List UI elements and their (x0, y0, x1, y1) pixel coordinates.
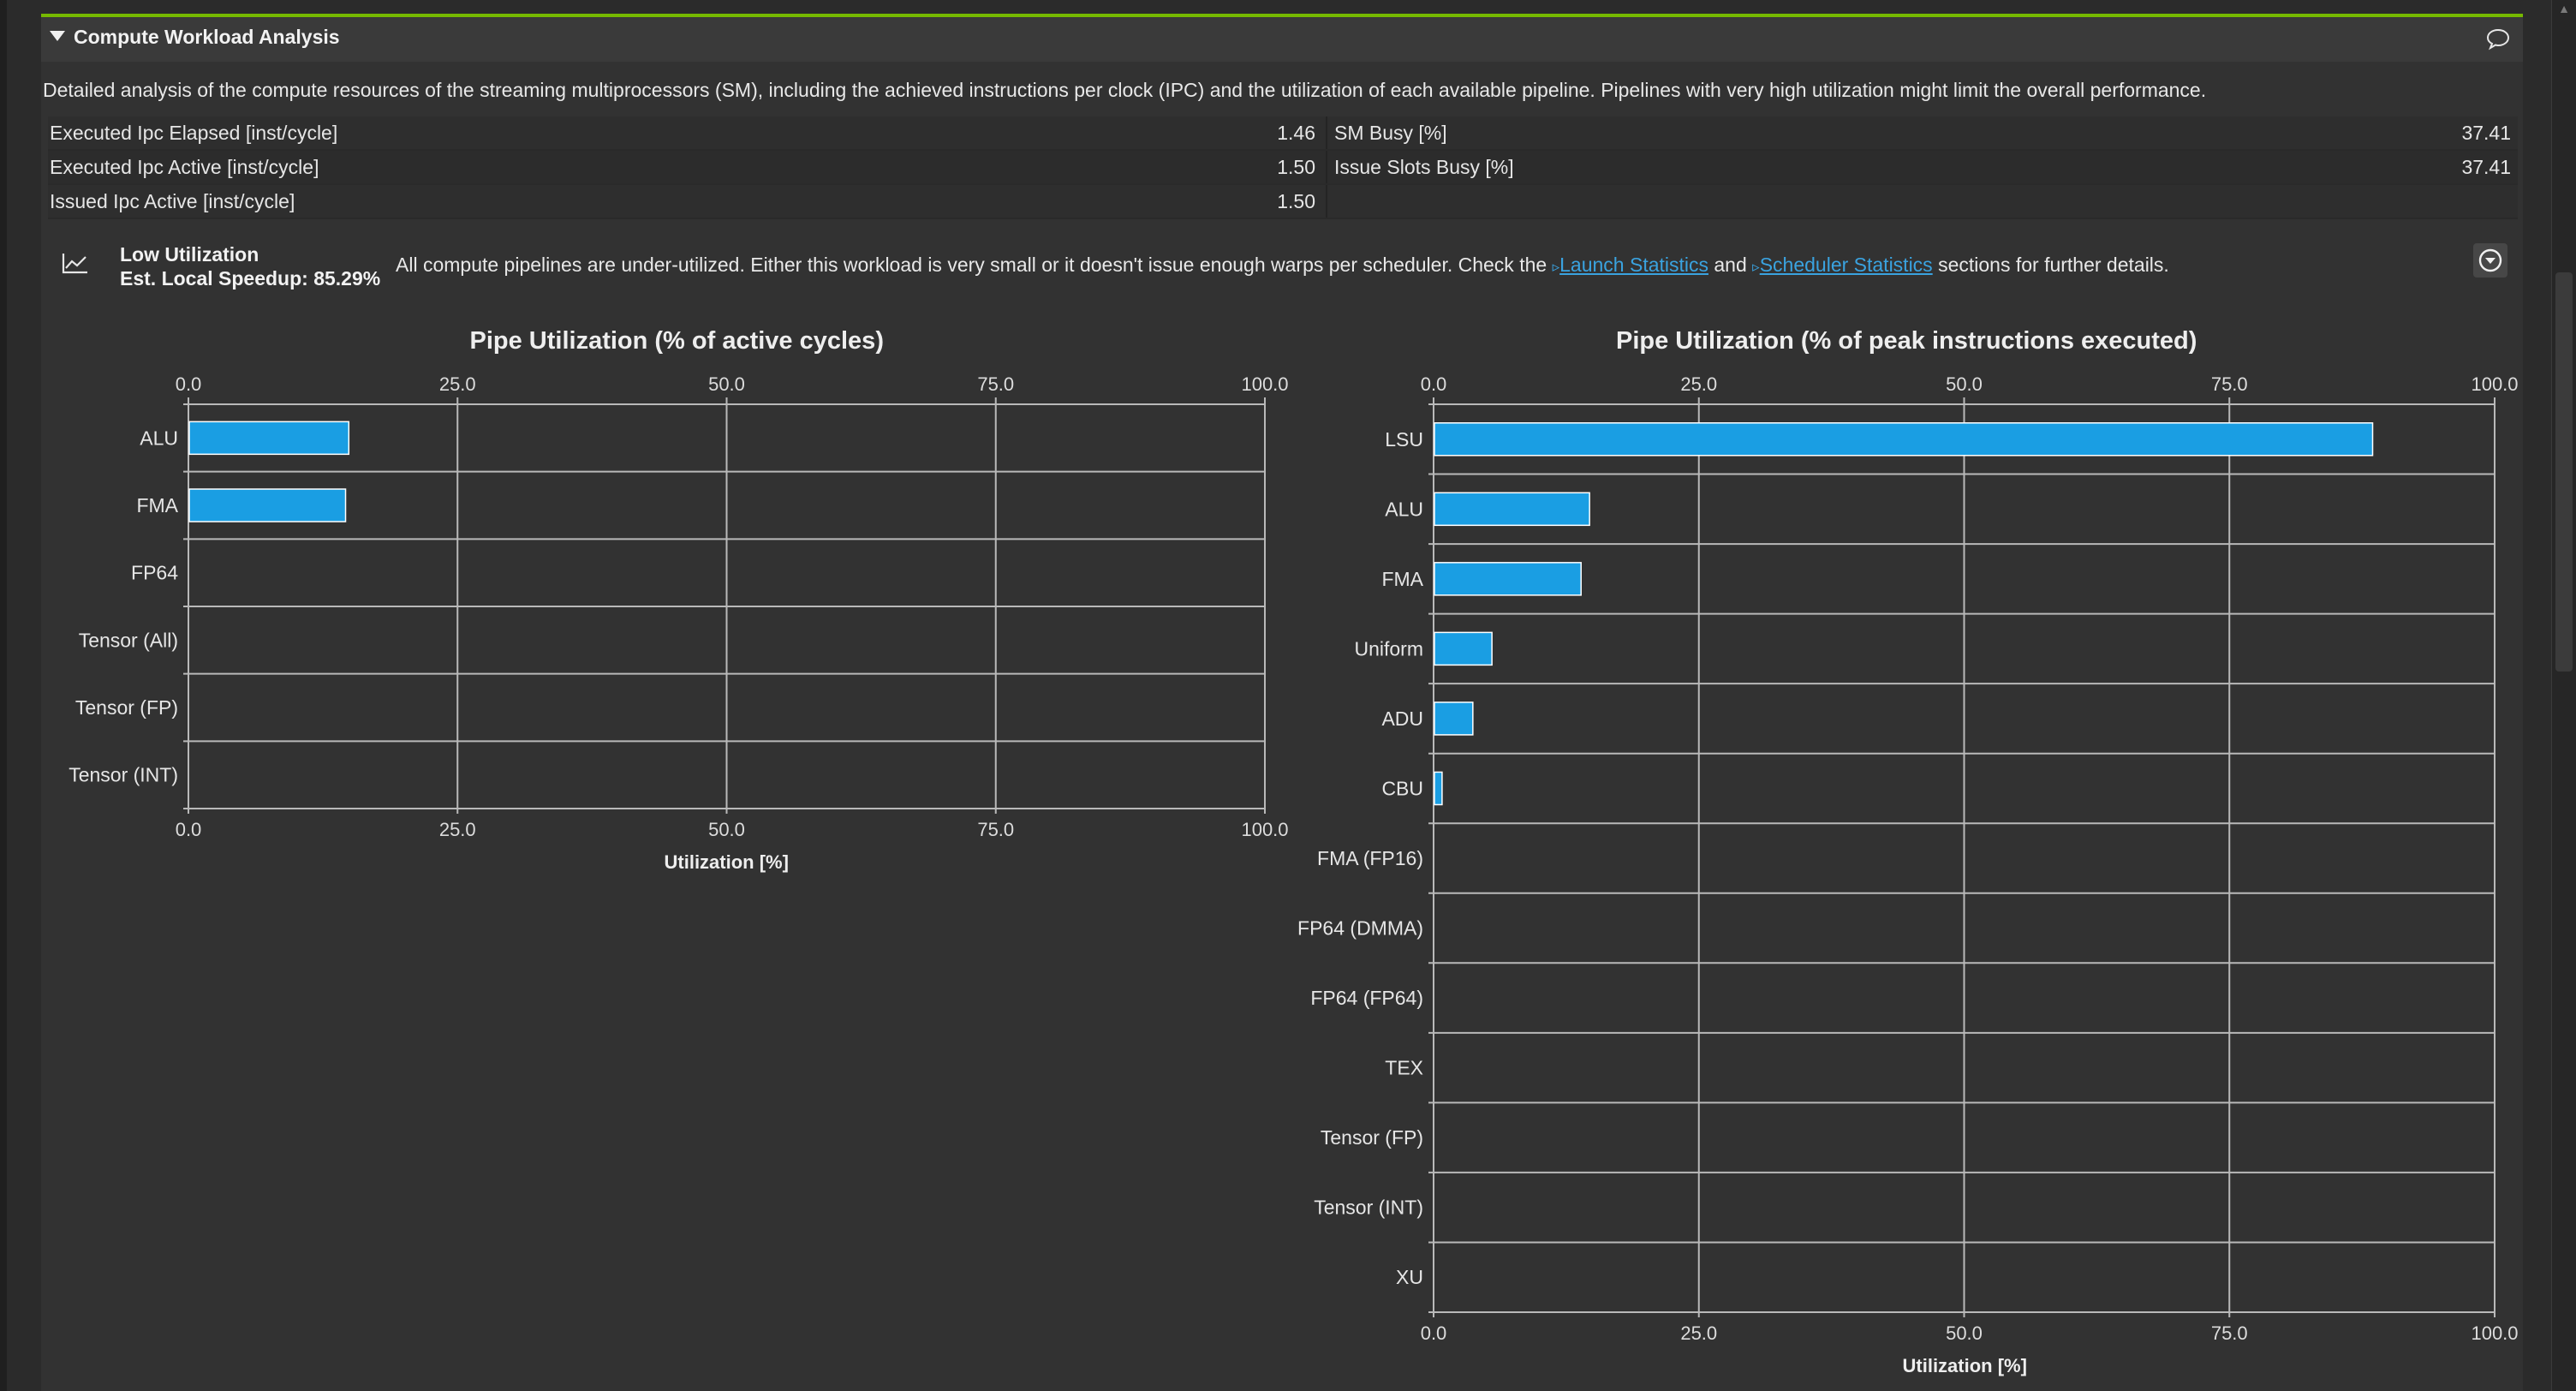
category-label: FMA (136, 494, 178, 516)
tick-label-bottom: 50.0 (708, 819, 745, 840)
tick-label-bottom: 75.0 (2211, 1322, 2248, 1344)
category-label: Tensor (INT) (1314, 1197, 1423, 1219)
x-axis-title: Utilization [%] (1902, 1355, 2027, 1376)
tick-label-top: 50.0 (708, 373, 745, 395)
tick-label-top: 100.0 (2471, 373, 2518, 395)
category-label: Tensor (INT) (69, 764, 178, 786)
metric-label: Executed Ipc Elapsed [inst/cycle] (50, 122, 338, 144)
tick-label-top: 25.0 (439, 373, 476, 395)
tick-label-bottom: 75.0 (977, 819, 1014, 840)
link-arrow-icon: ▹ (1552, 259, 1560, 275)
collapse-arrow-icon[interactable] (50, 31, 65, 41)
rule-name: Low Utilization (120, 243, 259, 266)
chart-title: Pipe Utilization (% of active cycles) (469, 327, 884, 355)
bar (1434, 701, 1474, 736)
tick-label-bottom: 100.0 (1241, 819, 1288, 840)
metric-row: Executed Ipc Elapsed [inst/cycle] 1.46 S… (48, 116, 2518, 151)
category-label: ALU (140, 427, 178, 449)
line-chart-icon (62, 254, 87, 274)
metric-value: 37.41 (2461, 156, 2511, 178)
metric-label: Issued Ipc Active [inst/cycle] (50, 190, 295, 212)
tick-label-bottom: 25.0 (1680, 1322, 1717, 1344)
bar (188, 488, 347, 522)
expand-rule-button[interactable] (2473, 243, 2507, 278)
bar (1434, 492, 1590, 527)
compute-workload-analysis-section: Compute Workload Analysis Detailed analy… (41, 14, 2523, 1391)
category-label: FP64 (FP64) (1310, 987, 1423, 1009)
tick-label-top: 25.0 (1680, 373, 1717, 395)
tick-label-bottom: 25.0 (439, 819, 476, 840)
section-description: Detailed analysis of the compute resourc… (43, 79, 2207, 101)
tick-label-bottom: 50.0 (1946, 1322, 1983, 1344)
metric-label: Executed Ipc Active [inst/cycle] (50, 156, 319, 178)
bar (188, 421, 350, 456)
category-label: ADU (1381, 707, 1423, 730)
rule-message-text: and (1708, 254, 1753, 276)
metrics-table: Executed Ipc Elapsed [inst/cycle] 1.46 S… (48, 116, 2518, 219)
metric-value: 1.46 (1277, 122, 1315, 144)
metric-value: 1.50 (1277, 156, 1315, 178)
metric-label: Issue Slots Busy [%] (1334, 156, 1514, 178)
bar (1434, 631, 1493, 666)
category-label: LSU (1385, 428, 1423, 451)
launch-statistics-link[interactable]: Launch Statistics (1559, 254, 1708, 276)
bar (1434, 422, 2374, 457)
metric-value: 1.50 (1277, 190, 1315, 212)
scrollbar-thumb[interactable] (2555, 272, 2573, 672)
rule-speedup: Est. Local Speedup: 85.29% (120, 267, 381, 290)
tick-label-top: 75.0 (2211, 373, 2248, 395)
rule-low-utilization: Low Utilization Est. Local Speedup: 85.2… (48, 212, 2518, 291)
left-edge-panel (0, 0, 7, 1391)
category-label: Tensor (FP) (75, 696, 178, 719)
bar (1434, 771, 1443, 806)
category-label: FP64 (DMMA) (1297, 917, 1423, 940)
comment-icon[interactable] (2485, 26, 2511, 51)
x-axis-title: Utilization [%] (664, 851, 789, 873)
metric-label: SM Busy [%] (1334, 122, 1447, 144)
metric-value: 37.41 (2461, 122, 2511, 144)
section-title[interactable]: Compute Workload Analysis (74, 26, 340, 48)
vertical-scrollbar[interactable]: ▲ (2551, 0, 2576, 1391)
link-arrow-icon: ▹ (1752, 259, 1760, 275)
category-label: FP64 (131, 562, 178, 584)
tick-label-bottom: 0.0 (176, 819, 202, 840)
category-label: FMA (1381, 568, 1423, 590)
tick-label-top: 75.0 (977, 373, 1014, 395)
section-header[interactable]: Compute Workload Analysis (41, 14, 2523, 62)
category-label: ALU (1385, 498, 1423, 520)
category-label: FMA (FP16) (1317, 847, 1423, 869)
category-label: TEX (1385, 1057, 1423, 1079)
rule-message: All compute pipelines are under-utilized… (396, 254, 2169, 277)
category-label: XU (1396, 1266, 1423, 1288)
tick-label-top: 100.0 (1241, 373, 1288, 395)
rule-message-text: All compute pipelines are under-utilized… (396, 254, 1553, 276)
tick-label-bottom: 100.0 (2471, 1322, 2518, 1344)
tick-label-bottom: 0.0 (1421, 1322, 1447, 1344)
rule-message-text: sections for further details. (1932, 254, 2169, 276)
chart-title: Pipe Utilization (% of peak instructions… (1616, 327, 2197, 355)
tick-label-top: 0.0 (1421, 373, 1447, 395)
category-label: Uniform (1354, 637, 1423, 660)
category-label: Tensor (FP) (1321, 1126, 1423, 1149)
scheduler-statistics-link[interactable]: Scheduler Statistics (1759, 254, 1933, 276)
bar (1434, 562, 1582, 596)
category-label: Tensor (All) (79, 629, 178, 651)
metric-row: Executed Ipc Active [inst/cycle] 1.50 Is… (48, 151, 2518, 185)
metric-row: Issued Ipc Active [inst/cycle] 1.50 (48, 185, 2518, 219)
tick-label-top: 0.0 (176, 373, 202, 395)
scroll-up-icon[interactable]: ▲ (2558, 2, 2570, 15)
tick-label-top: 50.0 (1946, 373, 1983, 395)
category-label: CBU (1381, 777, 1423, 799)
